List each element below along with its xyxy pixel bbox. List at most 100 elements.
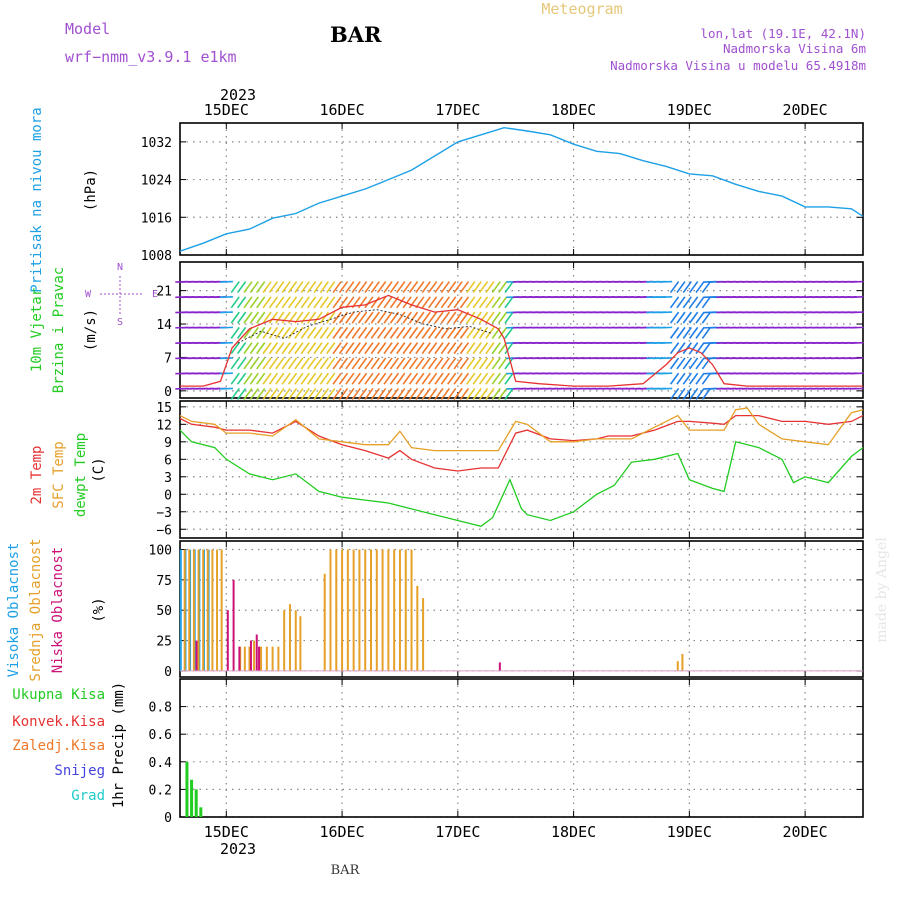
wind-arrow	[230, 387, 240, 400]
wind-arrow	[275, 296, 285, 309]
wind-arrow	[689, 372, 699, 385]
top-date-tick: 19DEC	[667, 101, 712, 119]
y-tick-label: 0	[164, 385, 172, 400]
wind-arrow	[332, 326, 342, 339]
top-date-axis: 15DEC 16DEC 17DEC 18DEC 19DEC 20DEC	[204, 101, 828, 119]
wind-arrow	[338, 372, 349, 385]
wind-arrow	[478, 372, 489, 385]
wind-arrow	[669, 342, 680, 355]
y-tick-label: 75	[156, 574, 172, 589]
wind-arrow	[275, 326, 285, 339]
wind-arrow	[307, 372, 317, 385]
wind-arrow	[377, 372, 387, 385]
wind-arrow	[440, 296, 451, 309]
wind-arrow	[701, 387, 712, 400]
wind-arrow	[459, 326, 470, 339]
wind-arrow	[230, 296, 240, 309]
model-label: Model	[65, 20, 110, 38]
wind-speed-line	[180, 294, 863, 387]
wind-arrow	[326, 342, 336, 355]
footer-station: BAR	[331, 863, 361, 878]
wind-arrow	[695, 311, 705, 324]
wind-arrow	[427, 296, 438, 309]
pressure-unit-0: (hPa)	[83, 169, 99, 211]
wind-arrow	[850, 357, 864, 360]
wind-arrow	[701, 357, 712, 370]
wind-arrow	[319, 311, 330, 324]
wind-arrow	[472, 387, 482, 400]
wind-arrow	[466, 372, 476, 385]
wind-arrow	[434, 296, 444, 309]
bottom-date-tick: 18DEC	[551, 823, 596, 841]
wind-arrow	[669, 326, 680, 339]
bottom-date-tick: 20DEC	[783, 823, 828, 841]
wind-arrow	[332, 357, 342, 370]
top-date-tick: 15DEC	[204, 101, 249, 119]
wind-arrow	[676, 387, 686, 400]
wind-arrows	[175, 280, 864, 400]
wind-arrow	[659, 357, 673, 360]
y-tick-label: 0.4	[149, 756, 173, 771]
wind-arrow	[294, 372, 304, 385]
wind-arrow	[434, 281, 444, 294]
wind-arrow	[249, 311, 259, 324]
wind-arrow	[447, 372, 457, 385]
wind-arrow	[338, 326, 349, 339]
y-tick-label: −3	[156, 506, 172, 521]
wind-arrow	[230, 326, 240, 339]
wind-arrow	[453, 387, 463, 400]
wind-arrow	[396, 357, 406, 370]
wind-arrow	[447, 311, 457, 324]
wind-arrow	[313, 296, 323, 309]
wind-arrow	[377, 342, 387, 355]
wind-arrow	[294, 281, 304, 294]
wind-arrow	[243, 326, 253, 339]
y-tick-label: 14	[156, 318, 172, 333]
wind-arrow	[262, 357, 272, 370]
wind-arrow	[402, 326, 412, 339]
temp-line-1	[179, 407, 864, 452]
wind-arrow	[440, 311, 451, 324]
y-tick-label: 0.6	[149, 728, 172, 743]
wind-arrow	[236, 296, 247, 309]
wind-arrow	[338, 342, 349, 355]
wind-arrow	[281, 326, 291, 339]
wind-arrow	[421, 342, 431, 355]
wind-arrow	[669, 281, 680, 294]
precip-ylabel-0: 1hr Precip (mm)	[111, 682, 127, 808]
wind-arrow	[676, 296, 686, 309]
wind-arrow	[332, 342, 342, 355]
wind-arrow	[230, 342, 240, 355]
wind-arrow	[389, 326, 400, 339]
wind-arrow	[326, 357, 336, 370]
wind-arrow	[230, 311, 240, 324]
y-tick-label: 1016	[141, 211, 172, 226]
wind-arrow	[326, 372, 336, 385]
y-tick-label: 1008	[141, 249, 172, 264]
wind-arrow	[370, 342, 380, 355]
wind-arrow	[459, 387, 470, 400]
wind-arrow	[682, 311, 692, 324]
y-tick-label: 1024	[141, 174, 172, 189]
wind-arrow	[659, 326, 673, 329]
wind-arrow	[850, 311, 864, 314]
wind-arrow	[427, 387, 438, 400]
wind-arrow	[219, 387, 233, 390]
precip-bar	[185, 761, 189, 817]
wind-arrow	[402, 296, 412, 309]
wind-arrow	[332, 311, 342, 324]
wind-arrow	[256, 326, 266, 339]
wind-arrow	[230, 357, 240, 370]
y-tick-label: 9	[164, 436, 172, 451]
wind-arrow	[447, 281, 457, 294]
wind-arrow	[659, 341, 673, 344]
wind-arrow	[300, 342, 310, 355]
wind-arrow	[281, 372, 291, 385]
wind-arrow	[377, 357, 387, 370]
bottom-date-tick: 19DEC	[667, 823, 712, 841]
wind-arrow	[313, 281, 323, 294]
wind-arrow	[307, 357, 317, 370]
wind-arrow	[659, 372, 673, 375]
wind-arrow	[485, 296, 495, 309]
location-label: lon,lat (19.1E, 42.1N)	[700, 26, 866, 41]
